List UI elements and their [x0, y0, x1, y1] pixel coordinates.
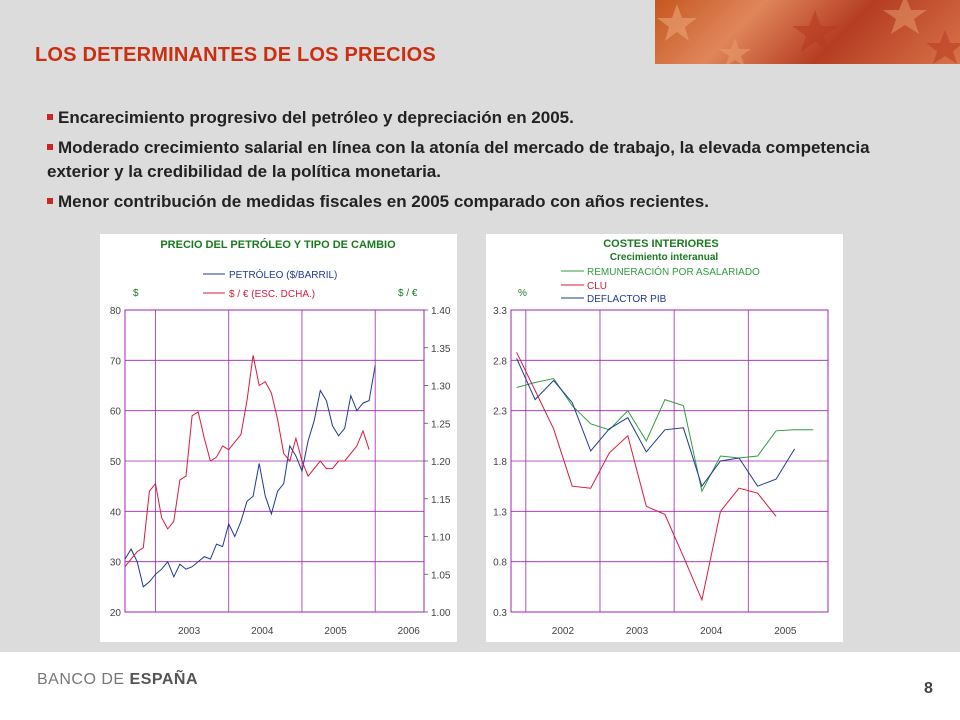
- series-line-wages: [516, 377, 814, 493]
- grid: [510, 309, 829, 613]
- chart-subtitle: Crecimiento interanual: [610, 252, 719, 263]
- y-tick-label: 3.3: [493, 306, 507, 317]
- oil-fx-chart-panel: PRECIO DEL PETRÓLEO Y TIPO DE CAMBIO PET…: [100, 234, 457, 642]
- legend-label-ulc: CLU: [587, 281, 607, 292]
- bullet-text: Encarecimiento progresivo del petróleo y…: [58, 108, 574, 127]
- series-line-exchange-rate: [124, 355, 370, 568]
- axis-ticks: 80 70 60 50 40 30 20 1.40 1.35 1.30 1.25 1.20 1.15 1.…: [110, 306, 451, 637]
- bullet-marker: [47, 197, 53, 204]
- page-number: 8: [924, 680, 933, 697]
- right-tick-label: 1.10: [431, 533, 451, 544]
- y-tick-label: 1.8: [493, 457, 507, 468]
- chart-title: COSTES INTERIORES: [603, 238, 719, 250]
- bullet-text: Menor contribución de medidas fiscales e…: [58, 192, 709, 211]
- bullet-marker: [47, 143, 53, 150]
- y-tick-label: 2.8: [493, 356, 507, 367]
- domestic-costs-chart-panel: COSTES INTERIORES Crecimiento interanual…: [486, 234, 843, 642]
- logo-text-part1: BANCO DE: [37, 671, 130, 688]
- bank-logo: BANCO DE ESPAÑA: [37, 671, 198, 689]
- y-axis-unit: %: [518, 288, 527, 299]
- x-tick-label: 2003: [626, 626, 649, 637]
- x-tick-label: 2004: [700, 626, 723, 637]
- left-tick-label: 30: [110, 558, 122, 569]
- bullet-item: Encarecimiento progresivo del petróleo y…: [47, 106, 927, 130]
- left-tick-label: 70: [110, 356, 122, 367]
- axis-ticks: 3.3 2.8 2.3 1.8 1.3 0.8 0.3 2002 2003 2004 2005: [493, 306, 797, 637]
- banner-stars-graphic: [657, 0, 960, 64]
- right-tick-label: 1.35: [431, 344, 451, 355]
- right-axis-unit: $ / €: [398, 288, 418, 299]
- right-tick-label: 1.40: [431, 306, 451, 317]
- legend-label-fx: $ / € (ESC. DCHA.): [229, 289, 315, 300]
- left-tick-label: 40: [110, 507, 122, 518]
- bullet-list: Encarecimiento progresivo del petróleo y…: [47, 106, 927, 220]
- left-tick-label: 60: [110, 407, 122, 418]
- left-tick-label: 80: [110, 306, 122, 317]
- legend-label-wages: REMUNERACIÓN POR ASALARIADO: [587, 265, 760, 278]
- y-tick-label: 1.3: [493, 507, 507, 518]
- right-tick-label: 1.30: [431, 382, 451, 393]
- oil-fx-chart: PRECIO DEL PETRÓLEO Y TIPO DE CAMBIO PET…: [110, 238, 451, 637]
- series-line-deflator: [516, 358, 796, 488]
- y-tick-label: 0.3: [493, 608, 507, 619]
- bullet-text: Moderado crecimiento salarial en línea c…: [47, 138, 870, 181]
- x-tick-label: 2005: [324, 626, 347, 637]
- header-banner: [655, 0, 960, 64]
- right-tick-label: 1.00: [431, 608, 451, 619]
- right-tick-label: 1.15: [431, 495, 451, 506]
- bullet-marker: [47, 113, 53, 120]
- bullet-item: Menor contribución de medidas fiscales e…: [47, 190, 927, 214]
- right-tick-label: 1.25: [431, 419, 451, 430]
- legend-label-deflator: DEFLACTOR PIB: [587, 294, 667, 305]
- domestic-costs-chart: COSTES INTERIORES Crecimiento interanual…: [493, 238, 829, 637]
- y-tick-label: 0.8: [493, 558, 507, 569]
- left-tick-label: 20: [110, 608, 122, 619]
- series-lines: [124, 355, 376, 588]
- y-tick-label: 2.3: [493, 407, 507, 418]
- x-tick-label: 2005: [774, 626, 797, 637]
- series-lines: [516, 352, 814, 602]
- left-tick-label: 50: [110, 457, 122, 468]
- logo-text-part2: ESPAÑA: [129, 671, 199, 688]
- legend-label-oil: PETRÓLEO ($/BARRIL): [229, 268, 337, 281]
- right-tick-label: 1.20: [431, 457, 451, 468]
- x-tick-label: 2002: [552, 626, 575, 637]
- x-tick-label: 2006: [398, 626, 421, 637]
- series-line-oil-price: [124, 365, 376, 588]
- bullet-item: Moderado crecimiento salarial en línea c…: [47, 136, 927, 184]
- x-tick-label: 2004: [251, 626, 274, 637]
- left-axis-unit: $: [133, 288, 139, 299]
- slide-title: LOS DETERMINANTES DE LOS PRECIOS: [35, 44, 436, 66]
- x-tick-label: 2003: [178, 626, 201, 637]
- series-line-ulc: [516, 352, 777, 602]
- right-tick-label: 1.05: [431, 570, 451, 581]
- chart-title: PRECIO DEL PETRÓLEO Y TIPO DE CAMBIO: [160, 238, 396, 251]
